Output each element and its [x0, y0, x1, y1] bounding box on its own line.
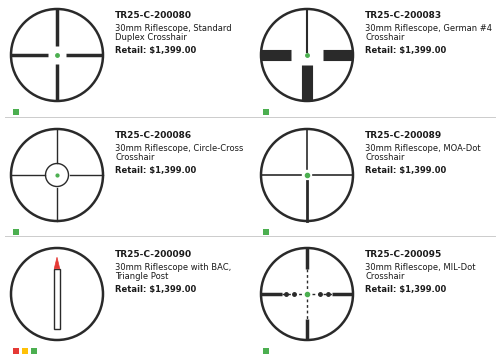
Text: Crosshair: Crosshair: [115, 153, 154, 162]
Polygon shape: [54, 257, 60, 269]
Text: TR25-C-200090: TR25-C-200090: [115, 250, 192, 259]
Text: 30mm Riflescope with BAC,: 30mm Riflescope with BAC,: [115, 263, 231, 272]
Bar: [22, 348, 28, 354]
Text: Retail: $1,399.00: Retail: $1,399.00: [365, 46, 446, 55]
Text: 30mm Riflescope, Circle-Cross: 30mm Riflescope, Circle-Cross: [115, 144, 244, 153]
Text: 30mm Riflescope, Standard: 30mm Riflescope, Standard: [115, 24, 232, 33]
Text: TR25-C-200083: TR25-C-200083: [365, 11, 442, 20]
Text: TR25-C-200089: TR25-C-200089: [365, 131, 442, 140]
Text: Triangle Post: Triangle Post: [115, 272, 168, 281]
Bar: [263, 109, 269, 115]
Bar: [13, 109, 19, 115]
Text: TR25-C-200080: TR25-C-200080: [115, 11, 192, 20]
Text: 30mm Riflescope, MIL-Dot: 30mm Riflescope, MIL-Dot: [365, 263, 476, 272]
Text: Crosshair: Crosshair: [365, 272, 405, 281]
Bar: [263, 229, 269, 235]
Text: Duplex Crosshair: Duplex Crosshair: [115, 33, 187, 42]
Text: Crosshair: Crosshair: [365, 153, 405, 162]
Bar: [13, 229, 19, 235]
Text: TR25-C-200095: TR25-C-200095: [365, 250, 442, 259]
Text: 30mm Riflescope, German #4: 30mm Riflescope, German #4: [365, 24, 492, 33]
Text: Crosshair: Crosshair: [365, 33, 405, 42]
Text: Retail: $1,399.00: Retail: $1,399.00: [365, 166, 446, 175]
Text: Retail: $1,399.00: Retail: $1,399.00: [115, 46, 196, 55]
Text: Retail: $1,399.00: Retail: $1,399.00: [115, 285, 196, 294]
Polygon shape: [54, 269, 60, 329]
Text: 30mm Riflescope, MOA-Dot: 30mm Riflescope, MOA-Dot: [365, 144, 480, 153]
Bar: [31, 348, 37, 354]
Bar: [263, 348, 269, 354]
Text: Retail: $1,399.00: Retail: $1,399.00: [115, 166, 196, 175]
Bar: [13, 348, 19, 354]
Text: Retail: $1,399.00: Retail: $1,399.00: [365, 285, 446, 294]
Text: TR25-C-200086: TR25-C-200086: [115, 131, 192, 140]
